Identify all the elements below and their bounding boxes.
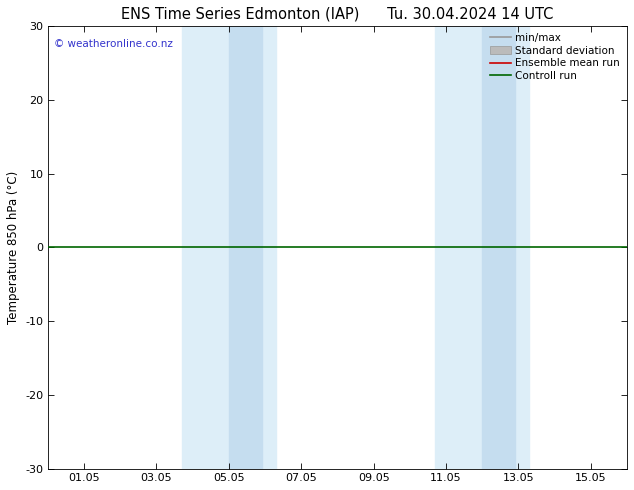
- Legend: min/max, Standard deviation, Ensemble mean run, Controll run: min/max, Standard deviation, Ensemble me…: [488, 31, 622, 83]
- Bar: [482, 26, 515, 469]
- Bar: [435, 26, 529, 469]
- Y-axis label: Temperature 850 hPa (°C): Temperature 850 hPa (°C): [7, 171, 20, 324]
- Title: ENS Time Series Edmonton (IAP)      Tu. 30.04.2024 14 UTC: ENS Time Series Edmonton (IAP) Tu. 30.04…: [121, 7, 553, 22]
- Bar: [182, 26, 276, 469]
- Text: © weatheronline.co.nz: © weatheronline.co.nz: [54, 39, 172, 49]
- Bar: [229, 26, 262, 469]
